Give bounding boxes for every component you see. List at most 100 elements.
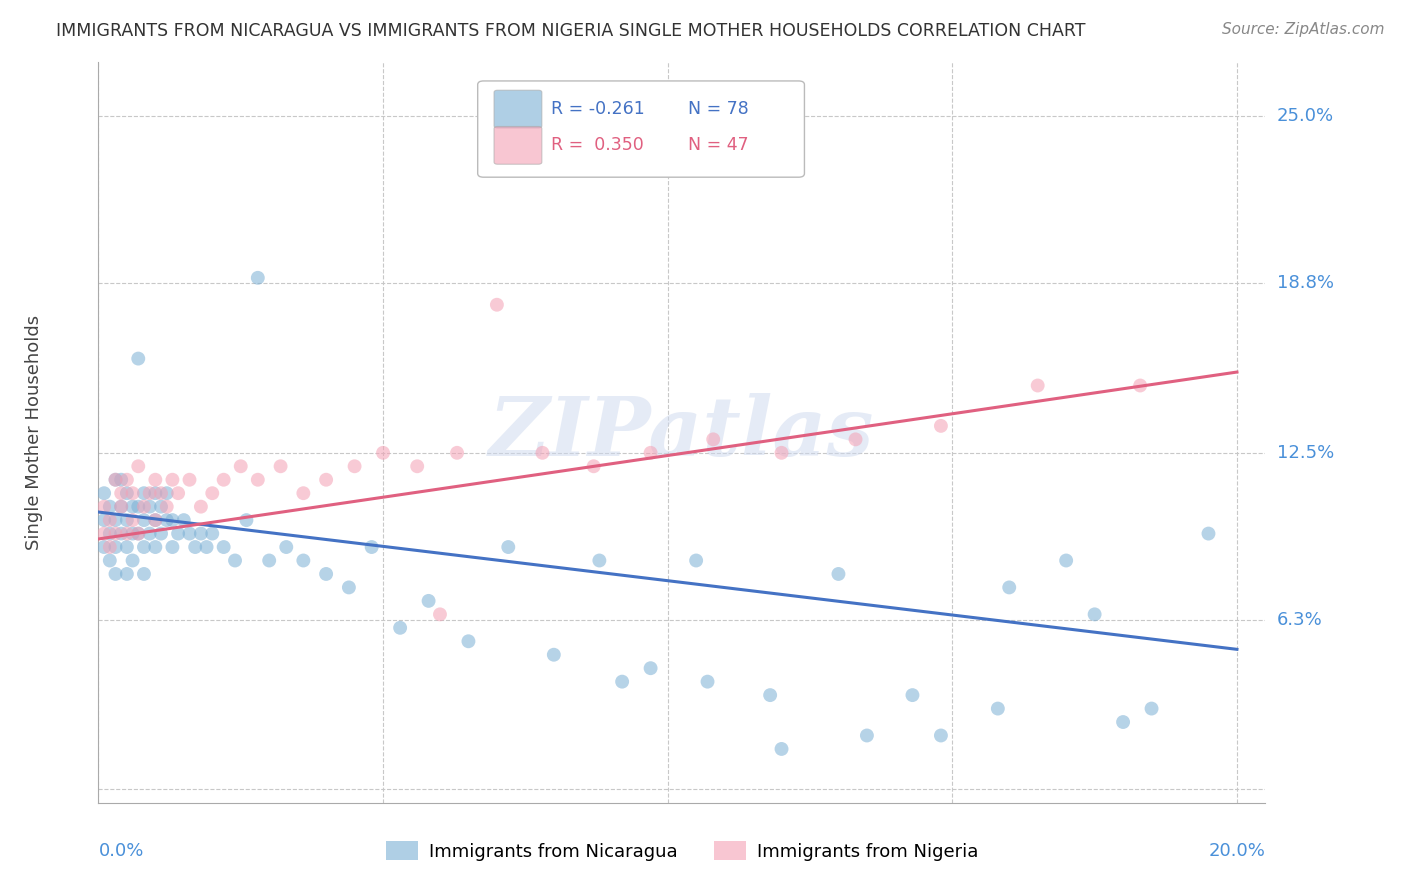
Point (276, 540, 298, 554)
Point (121, 526, 143, 541)
Text: ZIPatlas: ZIPatlas (489, 392, 875, 473)
Point (156, 486, 179, 500)
Point (98, 513, 121, 527)
Point (115, 540, 138, 554)
FancyBboxPatch shape (478, 81, 804, 178)
Point (418, 594, 440, 608)
Text: N = 78: N = 78 (688, 100, 748, 118)
Point (143, 513, 166, 527)
Point (127, 459, 149, 474)
Point (1198, 526, 1220, 541)
Point (195, 540, 218, 554)
Point (93, 486, 115, 500)
Point (856, 729, 879, 743)
Point (770, 742, 793, 756)
Point (588, 553, 610, 567)
Point (150, 486, 173, 500)
Point (110, 473, 132, 487)
Point (685, 553, 707, 567)
Point (143, 473, 166, 487)
Point (1084, 607, 1107, 622)
Point (1129, 378, 1152, 392)
Legend: Immigrants from Nicaragua, Immigrants from Nigeria: Immigrants from Nicaragua, Immigrants fr… (378, 834, 986, 868)
Point (229, 459, 252, 474)
Point (1140, 701, 1163, 715)
Point (138, 526, 160, 541)
Point (640, 446, 662, 460)
Point (429, 607, 451, 622)
Point (702, 433, 724, 447)
Point (929, 418, 952, 433)
Point (132, 486, 155, 500)
FancyBboxPatch shape (494, 90, 541, 128)
Point (292, 553, 315, 567)
Point (162, 473, 184, 487)
Point (224, 553, 246, 567)
Text: N = 47: N = 47 (688, 136, 748, 154)
Point (110, 526, 132, 541)
Point (132, 513, 155, 527)
Point (212, 473, 235, 487)
Point (127, 526, 149, 541)
Text: 6.3%: 6.3% (1277, 611, 1322, 629)
Point (143, 513, 166, 527)
Point (337, 581, 360, 595)
Point (371, 446, 394, 460)
Point (127, 351, 149, 366)
Point (110, 500, 132, 514)
Point (257, 553, 280, 567)
Point (179, 526, 201, 541)
Point (104, 540, 127, 554)
Point (190, 500, 212, 514)
Point (143, 486, 166, 500)
Point (212, 540, 235, 554)
Point (156, 513, 179, 527)
Point (121, 500, 143, 514)
Point (543, 109, 565, 123)
Point (127, 500, 149, 514)
Point (360, 540, 382, 554)
Point (121, 486, 143, 500)
Point (827, 566, 849, 581)
Point (132, 566, 155, 581)
Point (132, 500, 155, 514)
Point (696, 674, 718, 689)
Point (162, 513, 184, 527)
Point (98, 526, 121, 541)
Point (201, 486, 224, 500)
FancyBboxPatch shape (494, 127, 541, 164)
Text: 12.5%: 12.5% (1277, 444, 1334, 462)
Point (93, 526, 115, 541)
Point (104, 566, 127, 581)
Point (150, 526, 173, 541)
Point (343, 459, 366, 474)
Point (1054, 553, 1077, 567)
Point (173, 513, 195, 527)
Point (201, 526, 224, 541)
Point (132, 540, 155, 554)
Point (998, 581, 1021, 595)
Point (246, 473, 269, 487)
Point (179, 473, 201, 487)
Point (759, 688, 782, 702)
Point (246, 270, 269, 285)
Point (543, 648, 565, 662)
Point (582, 459, 605, 474)
Point (93, 513, 115, 527)
Point (115, 513, 138, 527)
Point (235, 513, 257, 527)
Point (115, 473, 138, 487)
Point (184, 540, 207, 554)
Point (190, 526, 212, 541)
Point (110, 486, 132, 500)
Point (315, 473, 337, 487)
Point (389, 621, 412, 635)
Point (167, 486, 190, 500)
Point (98, 540, 121, 554)
Point (138, 500, 160, 514)
Point (610, 674, 633, 689)
Point (844, 433, 866, 447)
Point (1112, 714, 1135, 729)
Point (104, 473, 127, 487)
Point (987, 701, 1010, 715)
